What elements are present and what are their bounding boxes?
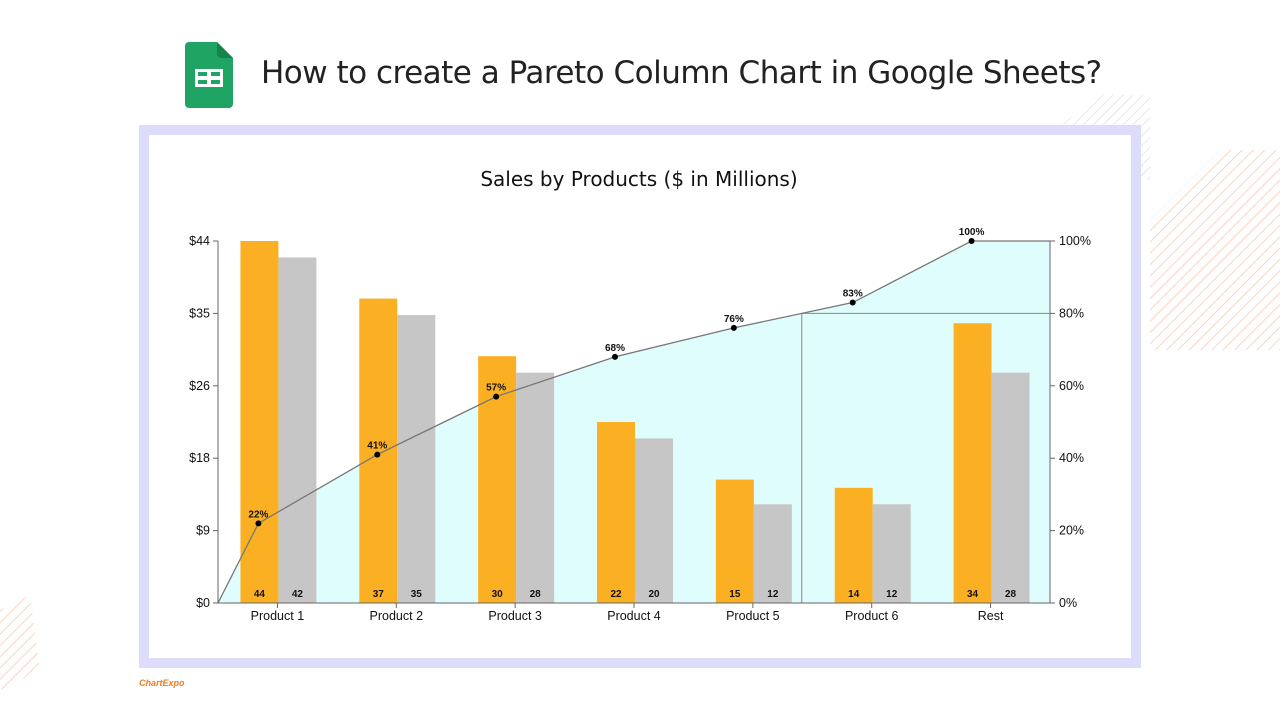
bar-secondary	[278, 257, 317, 603]
y2-tick-label: 40%	[1059, 451, 1084, 465]
cumulative-label: 57%	[486, 383, 506, 394]
bar-value-label: 37	[373, 589, 385, 600]
bar-primary	[240, 241, 279, 603]
cumulative-label: 100%	[959, 227, 985, 238]
x-tick-label: Product 1	[251, 609, 305, 623]
cumulative-point	[612, 353, 618, 360]
y-tick-label: $9	[196, 524, 210, 538]
bar-secondary	[397, 315, 436, 603]
bar-secondary	[991, 372, 1030, 603]
y-tick-label: $0	[196, 596, 210, 610]
x-tick-label: Product 3	[488, 609, 542, 623]
x-tick-label: Rest	[978, 609, 1004, 623]
y2-tick-label: 20%	[1059, 524, 1084, 538]
bar-value-label: 44	[254, 589, 266, 600]
bar-value-label: 12	[767, 589, 779, 600]
cumulative-label: 68%	[605, 343, 625, 354]
bar-primary	[597, 422, 635, 603]
y2-tick-label: 0%	[1059, 596, 1077, 610]
bar-secondary	[753, 504, 792, 603]
y2-tick-label: 100%	[1059, 234, 1091, 248]
cumulative-label: 76%	[724, 314, 744, 325]
cumulative-label: 22%	[248, 509, 268, 520]
bar-primary	[715, 479, 754, 603]
x-tick-label: Product 4	[607, 609, 661, 623]
y-tick-label: $44	[189, 234, 210, 248]
bar-value-label: 34	[967, 589, 979, 600]
page-title: How to create a Pareto Column Chart in G…	[261, 55, 1102, 91]
cumulative-point	[849, 299, 856, 306]
cumulative-point	[255, 520, 262, 527]
bar-value-label: 30	[492, 589, 504, 600]
bar-primary	[953, 323, 992, 603]
bar-secondary	[872, 504, 911, 603]
x-tick-label: Product 5	[726, 609, 780, 623]
cumulative-label: 83%	[843, 289, 863, 300]
bar-primary	[834, 487, 873, 603]
bar-value-label: 35	[411, 589, 423, 600]
bar-value-label: 22	[610, 589, 622, 600]
chartexpo-logo: ChartExpo	[139, 678, 185, 688]
cumulative-point	[374, 451, 381, 458]
bar-value-label: 28	[1005, 589, 1017, 600]
y-tick-label: $18	[189, 451, 210, 465]
bar-primary	[359, 298, 398, 603]
cumulative-point	[730, 324, 737, 331]
y2-tick-label: 80%	[1059, 306, 1084, 320]
bar-value-label: 14	[848, 589, 860, 600]
bar-value-label: 12	[886, 589, 898, 600]
cumulative-point	[493, 393, 500, 400]
bar-value-label: 20	[648, 589, 660, 600]
bar-secondary	[635, 438, 673, 603]
cumulative-label: 41%	[367, 441, 387, 452]
x-tick-label: Product 6	[845, 609, 899, 623]
cumulative-point	[968, 238, 975, 244]
bar-secondary	[516, 372, 555, 603]
bar-value-label: 28	[530, 589, 542, 600]
y-tick-label: $26	[189, 379, 210, 393]
bar-value-label: 42	[292, 589, 304, 600]
y-tick-label: $35	[189, 306, 210, 320]
google-sheets-logo-icon	[185, 42, 233, 108]
bar-value-label: 15	[729, 589, 741, 600]
chart-title: Sales by Products ($ in Millions)	[480, 167, 797, 191]
y2-tick-label: 60%	[1059, 379, 1084, 393]
x-tick-label: Product 2	[370, 609, 424, 623]
